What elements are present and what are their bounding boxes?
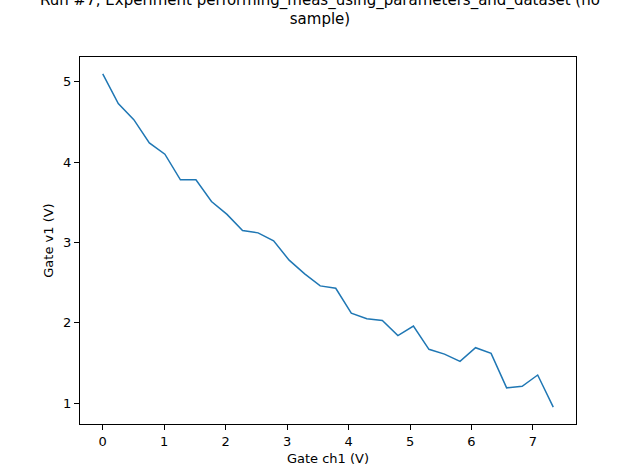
svg-text:7: 7: [529, 434, 537, 449]
svg-text:Gate ch1 (V): Gate ch1 (V): [287, 451, 369, 466]
svg-text:5: 5: [406, 434, 414, 449]
svg-text:Gate v1 (V): Gate v1 (V): [41, 203, 56, 277]
svg-text:5: 5: [63, 74, 71, 89]
svg-text:2: 2: [222, 434, 230, 449]
svg-text:3: 3: [63, 235, 71, 250]
svg-text:1: 1: [160, 434, 168, 449]
svg-text:3: 3: [283, 434, 291, 449]
svg-text:Run #7, Experiment performing_: Run #7, Experiment performing_meas_using…: [40, 0, 600, 28]
svg-text:6: 6: [467, 434, 475, 449]
svg-text:4: 4: [344, 434, 352, 449]
svg-text:1: 1: [63, 396, 71, 411]
svg-text:4: 4: [63, 155, 71, 170]
svg-text:0: 0: [99, 434, 107, 449]
svg-text:2: 2: [63, 315, 71, 330]
